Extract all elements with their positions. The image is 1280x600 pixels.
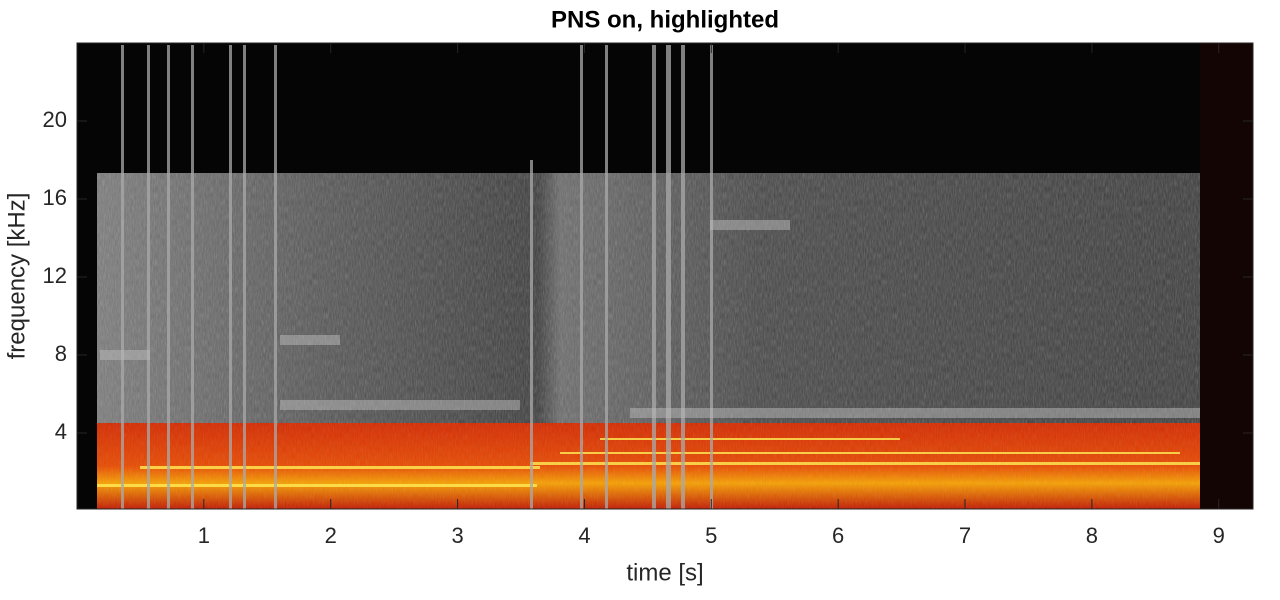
y-tick-label: 12 [43, 263, 67, 288]
spectrogram-image [77, 43, 1253, 509]
y-tick-label: 16 [43, 185, 67, 210]
x-axis-label: time [s] [626, 559, 703, 586]
x-tick-label: 9 [1213, 523, 1225, 548]
y-tick-label: 20 [43, 107, 67, 132]
x-tick-label: 5 [705, 523, 717, 548]
chart-title: PNS on, highlighted [551, 6, 779, 33]
x-tick-label: 6 [832, 523, 844, 548]
y-axis-label: frequency [kHz] [3, 193, 30, 360]
x-tick-label: 8 [1086, 523, 1098, 548]
plot-frame [76, 42, 1254, 510]
y-tick-label: 8 [55, 341, 67, 366]
x-tick-label: 1 [198, 523, 210, 548]
x-tick-label: 4 [578, 523, 590, 548]
x-tick-label: 2 [325, 523, 337, 548]
x-tick-label: 3 [451, 523, 463, 548]
x-tick-label: 7 [959, 523, 971, 548]
y-tick-label: 4 [55, 419, 67, 444]
